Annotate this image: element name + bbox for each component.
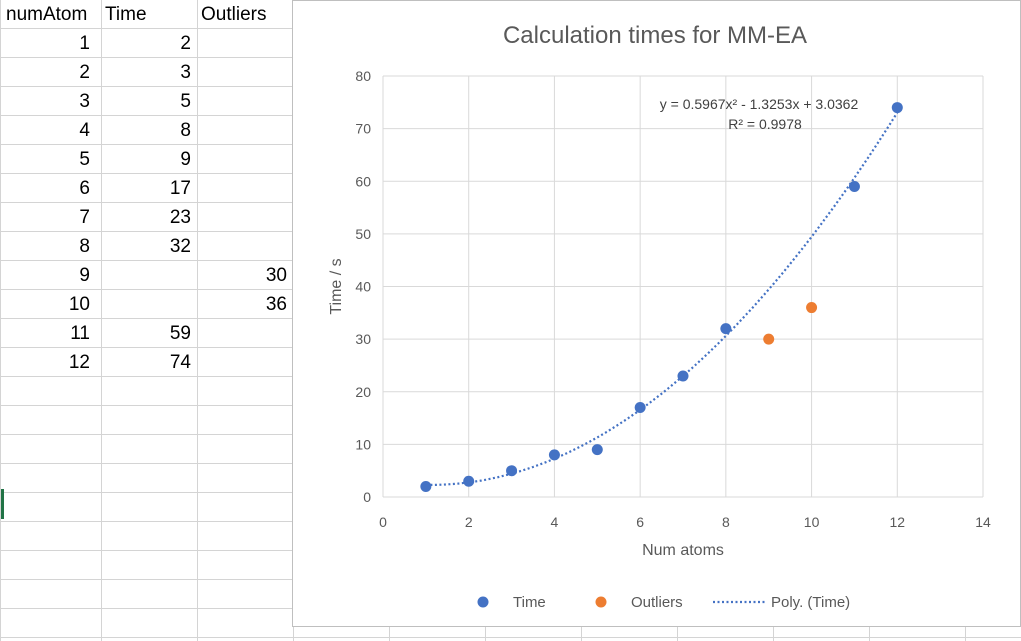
data-cell[interactable]: 30 <box>265 265 287 286</box>
y-tick-label: 60 <box>355 173 371 189</box>
chart-title: Calculation times for MM-EA <box>503 22 807 49</box>
data-cell[interactable]: 9 <box>79 265 90 286</box>
legend-label-outliers: Outliers <box>631 594 683 611</box>
point-time <box>848 181 860 193</box>
data-cell[interactable]: 12 <box>68 352 90 373</box>
data-cell[interactable]: 5 <box>180 91 191 112</box>
data-cell[interactable]: 10 <box>68 294 90 315</box>
point-outliers <box>763 333 775 345</box>
x-tick-label: 8 <box>722 514 730 530</box>
data-cell[interactable]: 74 <box>169 352 191 373</box>
x-tick-label: 6 <box>636 514 644 530</box>
point-time <box>720 323 732 335</box>
y-tick-label: 50 <box>355 226 371 242</box>
data-cell[interactable]: 11 <box>70 323 90 344</box>
data-cell[interactable]: 4 <box>79 120 90 141</box>
legend-marker-outliers <box>595 596 607 608</box>
data-cell[interactable]: 17 <box>169 178 191 199</box>
y-tick-label: 20 <box>355 384 371 400</box>
point-time <box>463 475 475 487</box>
legend-label-trendline: Poly. (Time) <box>771 594 850 611</box>
point-time <box>634 402 646 414</box>
data-cell[interactable]: 32 <box>169 236 191 257</box>
chart-area[interactable]: Calculation times for MM-EA 0 10 20 30 40 50 60… <box>292 0 1021 627</box>
x-tick-label: 12 <box>889 514 905 530</box>
y-tick-label: 70 <box>355 121 371 137</box>
x-tick-label: 14 <box>975 514 991 530</box>
data-cell[interactable]: 6 <box>79 178 90 199</box>
data-cell[interactable]: 3 <box>180 62 191 83</box>
x-tick-label: 2 <box>465 514 473 530</box>
x-axis-title: Num atoms <box>642 542 724 559</box>
trendline-poly-time <box>425 111 899 486</box>
data-cell[interactable]: 59 <box>169 323 191 344</box>
x-tick-label: 4 <box>551 514 559 530</box>
legend-label-time: Time <box>513 594 546 611</box>
data-cell[interactable]: 7 <box>79 207 90 228</box>
y-tick-label: 10 <box>355 436 371 452</box>
legend-marker-time <box>477 596 489 608</box>
chart-svg: Calculation times for MM-EA0102030405060… <box>328 22 991 611</box>
trendline-r-squared: R² = 0.9978 <box>728 116 802 132</box>
y-tick-label: 30 <box>355 331 371 347</box>
data-cell[interactable]: 2 <box>79 62 90 83</box>
column-header-cell[interactable]: Outliers <box>201 4 267 25</box>
y-tick-label: 80 <box>355 68 371 84</box>
y-axis-title: Time / s <box>328 258 345 314</box>
column-header-cell[interactable]: numAtom <box>6 4 88 25</box>
data-cell[interactable]: 8 <box>180 120 191 141</box>
data-cell[interactable]: 3 <box>79 91 90 112</box>
data-cell[interactable]: 2 <box>180 33 191 54</box>
point-time <box>677 370 689 382</box>
data-cell[interactable]: 8 <box>79 236 90 257</box>
y-tick-label: 0 <box>363 489 371 505</box>
point-time <box>420 480 432 492</box>
point-outliers <box>806 302 818 314</box>
point-time <box>548 449 560 461</box>
active-cell-marker <box>1 489 4 519</box>
point-time <box>506 465 518 477</box>
trendline-equation: y = 0.5967x² - 1.3253x + 3.0362 <box>660 96 859 112</box>
data-cell[interactable]: 36 <box>265 294 287 315</box>
data-cell[interactable]: 1 <box>79 33 90 54</box>
data-cell[interactable]: 9 <box>180 149 191 170</box>
y-tick-label: 40 <box>355 279 371 295</box>
point-time <box>891 102 903 114</box>
column-header-cell[interactable]: Time <box>105 4 147 25</box>
x-tick-label: 0 <box>379 514 387 530</box>
data-cell[interactable]: 5 <box>79 149 90 170</box>
point-time <box>591 444 603 456</box>
x-tick-label: 10 <box>804 514 820 530</box>
data-cell[interactable]: 23 <box>169 207 191 228</box>
